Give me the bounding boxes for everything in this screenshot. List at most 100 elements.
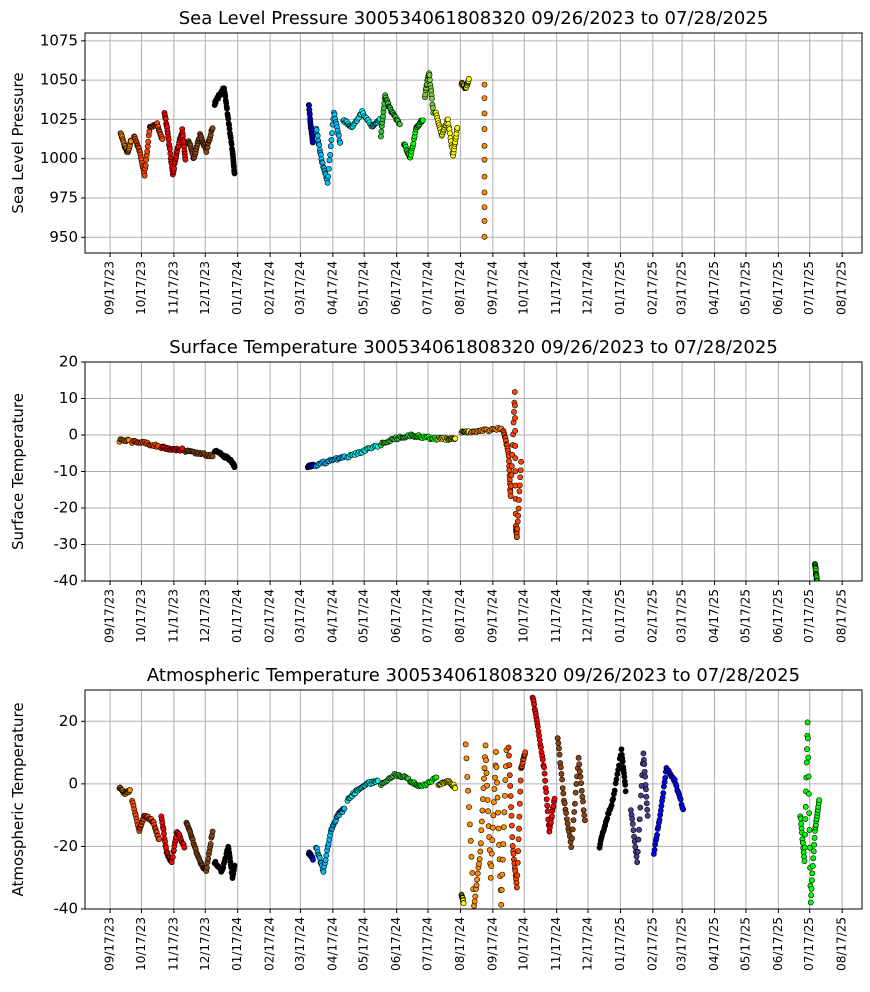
data-point — [610, 796, 617, 802]
data-point — [622, 788, 629, 795]
data-point — [484, 782, 490, 789]
data-point — [572, 800, 578, 807]
series-13 — [481, 81, 488, 240]
x-tick-label: 11/17/24 — [549, 261, 563, 315]
data-point — [558, 771, 565, 777]
data-point — [326, 157, 333, 164]
x-tick-label: 06/17/24 — [389, 589, 403, 643]
y-tick-label: -40 — [54, 900, 79, 918]
x-tick-label: 03/17/25 — [675, 917, 689, 971]
data-point — [805, 754, 812, 761]
data-point — [476, 860, 482, 867]
data-point — [481, 775, 487, 782]
y-axis-label: Atmospheric Temperature — [9, 702, 27, 896]
chart-title: Atmospheric Temperature 300534061808320 … — [147, 665, 800, 686]
y-tick-label: 0 — [68, 774, 78, 792]
x-tick-label: 02/17/24 — [263, 261, 277, 315]
data-point — [579, 793, 586, 800]
series-8 — [378, 92, 403, 140]
data-point — [506, 772, 513, 779]
data-point — [514, 526, 521, 532]
data-point — [578, 787, 585, 794]
x-tick-label: 07/17/24 — [421, 589, 435, 643]
x-tick-label: 01/17/25 — [613, 589, 627, 643]
series-19 — [797, 719, 823, 906]
x-tick-label: 04/17/24 — [325, 261, 339, 315]
data-point — [814, 578, 820, 581]
data-point — [556, 745, 562, 752]
data-point — [636, 826, 642, 833]
series-5 — [305, 102, 316, 146]
data-point — [575, 754, 582, 761]
data-point — [621, 773, 628, 780]
data-point — [634, 859, 641, 866]
series-1 — [131, 120, 166, 179]
series-14 — [529, 694, 558, 835]
x-tick-label: 09/17/24 — [485, 261, 499, 315]
data-point — [544, 808, 551, 815]
data-point — [146, 128, 153, 135]
data-point — [179, 445, 186, 452]
x-tick-label: 10/17/24 — [517, 917, 531, 971]
data-point — [463, 755, 470, 762]
data-point — [549, 813, 555, 820]
data-point — [517, 474, 524, 481]
series-1 — [129, 797, 163, 842]
data-point — [507, 793, 514, 799]
y-tick-label: 1000 — [40, 149, 78, 167]
x-tick-label: 04/17/24 — [325, 917, 339, 971]
x-tick-label: 06/17/25 — [771, 917, 785, 971]
data-point — [557, 764, 564, 771]
data-point — [410, 140, 417, 147]
data-point — [541, 770, 548, 777]
data-point — [508, 822, 515, 829]
data-point — [484, 797, 491, 803]
data-point — [569, 826, 576, 833]
data-point — [181, 844, 188, 851]
data-point — [500, 841, 507, 847]
data-point — [657, 807, 664, 814]
data-point — [144, 148, 151, 155]
data-point — [489, 837, 496, 844]
data-point — [554, 735, 561, 742]
data-point — [797, 815, 804, 822]
data-point — [515, 836, 522, 843]
data-point — [429, 104, 436, 111]
series-3 — [182, 447, 216, 460]
data-point — [209, 125, 216, 132]
x-tick-label: 01/17/24 — [230, 589, 244, 643]
data-point — [627, 807, 634, 814]
data-point — [444, 116, 451, 123]
data-point — [629, 815, 636, 822]
data-point — [517, 788, 524, 795]
data-point — [396, 121, 403, 128]
data-point — [611, 787, 618, 794]
series-18 — [650, 765, 687, 857]
x-tick-label: 08/17/24 — [453, 261, 467, 315]
data-point — [516, 825, 522, 832]
data-point — [489, 824, 496, 831]
data-point — [207, 841, 214, 847]
x-tick-label: 09/17/23 — [103, 589, 117, 643]
data-point — [514, 884, 520, 891]
x-tick-label: 08/17/25 — [835, 261, 849, 315]
data-point — [462, 741, 469, 748]
series-16 — [596, 746, 629, 851]
data-point — [477, 848, 484, 855]
data-point — [571, 809, 578, 815]
data-point — [604, 815, 611, 822]
x-tick-label: 01/17/24 — [230, 917, 244, 971]
data-point — [316, 142, 323, 148]
series-0 — [116, 784, 133, 797]
chart-title: Surface Temperature 300534061808320 09/2… — [169, 337, 778, 358]
data-point — [511, 389, 518, 395]
x-tick-label: 02/17/24 — [263, 589, 277, 643]
series-10 — [435, 434, 459, 444]
data-point — [643, 786, 649, 793]
data-point — [476, 856, 483, 862]
data-point — [433, 774, 440, 781]
y-axis-label: Sea Level Pressure — [9, 72, 27, 213]
data-point — [656, 816, 663, 823]
data-point — [680, 806, 687, 813]
